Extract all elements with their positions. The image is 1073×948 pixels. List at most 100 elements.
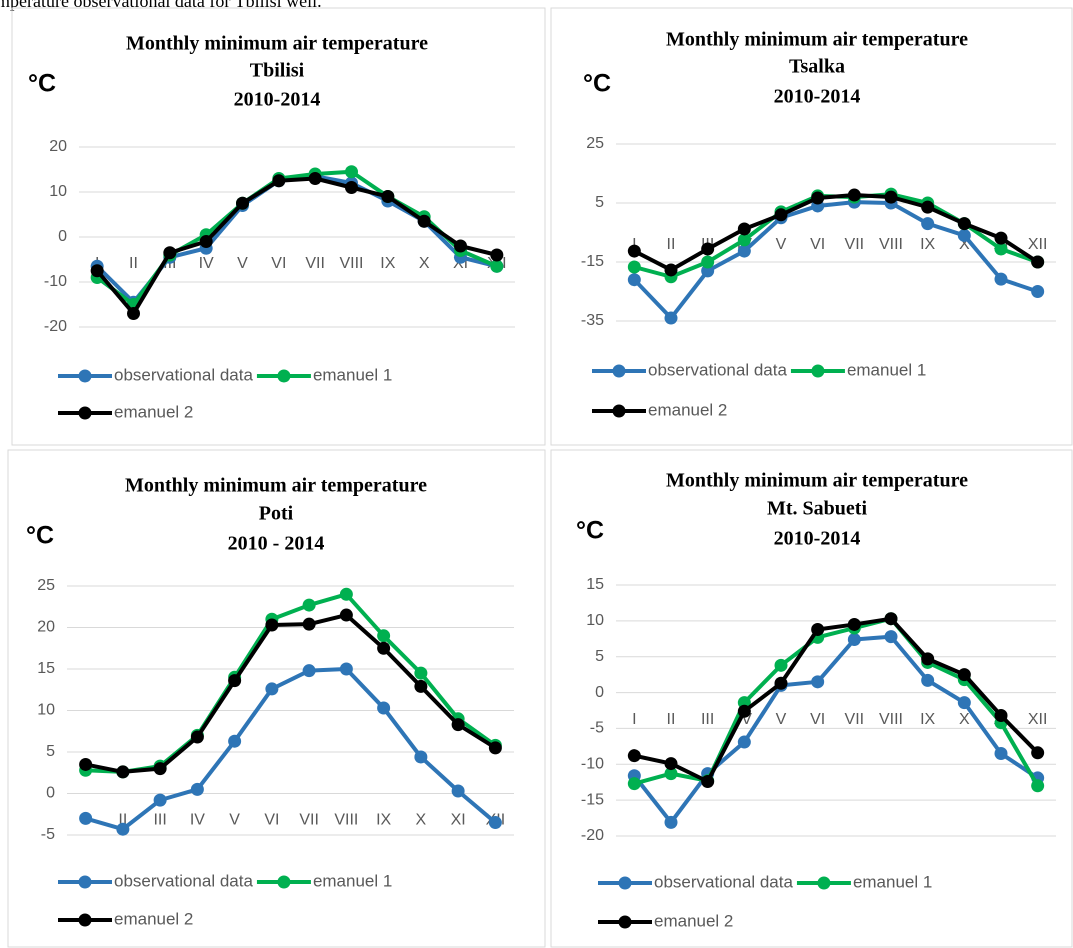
legend-label: observational data (654, 872, 793, 891)
data-point (994, 709, 1008, 723)
data-point (116, 822, 130, 836)
x-tick-label: VII (299, 812, 319, 829)
y-tick-label: -35 (581, 312, 604, 329)
legend-label: observational data (648, 360, 787, 379)
y-axis-label: °C (576, 517, 604, 545)
y-tick-label: 5 (595, 648, 604, 665)
legend-marker (618, 876, 632, 890)
x-tick-label: IV (190, 812, 205, 829)
x-tick-label: VI (810, 711, 825, 728)
series-line (632, 634, 1039, 825)
data-point (957, 668, 971, 682)
data-point (921, 217, 935, 231)
data-point (417, 214, 431, 228)
chart-title: Monthly minimum air temperature (666, 470, 968, 492)
data-point (228, 734, 242, 748)
x-tick-label: X (959, 236, 970, 253)
chart-period: 2010 - 2014 (228, 533, 325, 555)
y-tick-label: 20 (49, 138, 67, 155)
data-point (737, 222, 751, 236)
data-point (884, 630, 898, 644)
series-line (85, 667, 497, 832)
series-line (632, 200, 1039, 321)
data-point (664, 263, 678, 277)
legend-label: emanuel 1 (853, 872, 932, 891)
data-point (664, 311, 678, 325)
x-tick-label: III (153, 812, 166, 829)
data-point (190, 782, 204, 796)
x-tick-label: VIII (334, 812, 358, 829)
x-tick-label: II (118, 812, 127, 829)
data-point (414, 679, 428, 693)
x-tick-label: VIII (879, 236, 903, 253)
data-point (90, 264, 104, 278)
data-point (774, 658, 788, 672)
header-text: mperature observational data for Tbilisi… (0, 0, 322, 11)
data-point (302, 664, 316, 678)
data-point (664, 815, 678, 829)
x-tick-label: IX (376, 812, 391, 829)
data-point (451, 784, 465, 798)
data-point (884, 190, 898, 204)
data-point (994, 747, 1008, 761)
data-point (339, 662, 353, 676)
data-point (490, 248, 504, 262)
data-point (847, 633, 861, 647)
chart-period: 2010-2014 (774, 86, 861, 108)
chart-subtitle: Mt. Sabueti (767, 498, 867, 520)
data-point (345, 165, 358, 179)
chart-period: 2010-2014 (774, 528, 861, 550)
x-tick-label: I (632, 236, 636, 253)
x-tick-label: III (701, 711, 714, 728)
data-point (627, 244, 641, 258)
data-point (377, 629, 391, 643)
legend-label: emanuel 2 (654, 911, 733, 930)
data-point (774, 208, 788, 222)
chart-title: Monthly minimum air temperature (126, 33, 428, 55)
data-point (490, 259, 504, 273)
data-point (847, 188, 861, 202)
legend-label: observational data (114, 871, 253, 890)
legend-marker (277, 875, 291, 889)
data-point (847, 617, 861, 631)
legend-marker (78, 406, 92, 420)
data-point (265, 682, 279, 696)
data-point (127, 307, 140, 320)
x-tick-label: I (632, 711, 636, 728)
data-point (627, 273, 641, 287)
y-tick-label: -10 (44, 273, 67, 290)
x-tick-label: VI (271, 255, 286, 272)
data-point (811, 191, 825, 205)
y-tick-label: 10 (49, 183, 67, 200)
legend-marker (277, 369, 291, 383)
data-point (737, 244, 751, 258)
data-point (737, 233, 751, 247)
y-tick-label: -5 (590, 720, 604, 737)
x-tick-label: VII (305, 255, 325, 272)
panel-border (7, 449, 546, 948)
x-tick-label: VIII (879, 711, 903, 728)
y-tick-label: -15 (581, 791, 604, 808)
data-point (454, 239, 467, 253)
legend-marker (78, 875, 92, 889)
x-tick-label: X (419, 255, 430, 272)
data-point (236, 196, 249, 210)
y-tick-label: 0 (58, 228, 67, 245)
data-point (345, 181, 358, 194)
x-tick-label: XII (1028, 236, 1048, 253)
data-point (79, 811, 93, 825)
y-tick-label: 5 (46, 743, 55, 760)
data-point (228, 674, 242, 688)
x-tick-label: VIII (339, 255, 363, 272)
series-line (633, 616, 1040, 787)
y-tick-label: 0 (46, 785, 55, 802)
x-tick-label: IX (920, 236, 935, 253)
x-tick-label: X (416, 812, 427, 829)
data-point (957, 217, 971, 231)
data-point (627, 777, 641, 791)
data-point (957, 696, 971, 710)
data-point (737, 735, 751, 749)
data-point (265, 618, 279, 632)
series-line (85, 613, 497, 774)
